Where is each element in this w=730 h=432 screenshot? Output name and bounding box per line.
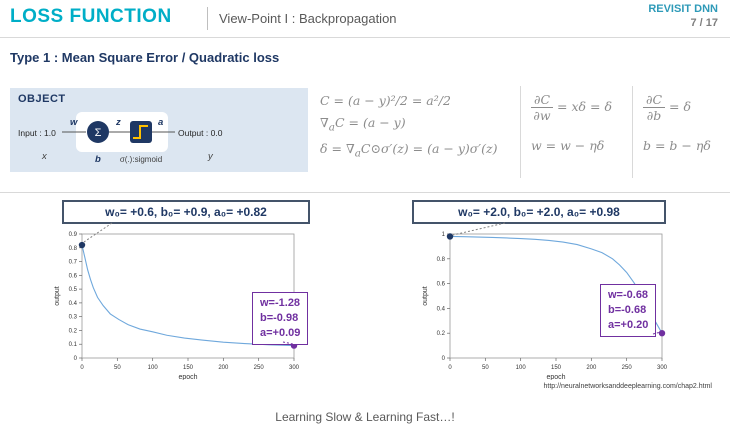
output-var-label: y — [207, 151, 214, 162]
page-number: 7 / 17 — [690, 17, 718, 29]
svg-text:300: 300 — [289, 365, 300, 371]
formula-w-update: w = w − ηδ — [531, 138, 605, 154]
annotation-w: w=-0.68 — [608, 289, 649, 301]
header-rule — [0, 37, 730, 38]
step-function-icon — [133, 125, 148, 139]
sum-symbol: Σ — [95, 127, 102, 139]
svg-text:50: 50 — [482, 365, 489, 371]
input-var-label: x — [41, 151, 48, 162]
annotation-w: w=-1.28 — [260, 297, 301, 309]
svg-text:150: 150 — [183, 365, 194, 371]
brand-label: REVISIT DNN — [648, 3, 718, 15]
svg-text:0.5: 0.5 — [69, 287, 78, 293]
svg-text:250: 250 — [254, 365, 265, 371]
svg-text:200: 200 — [586, 365, 597, 371]
charts-area: w₀= +0.6, b₀= +0.9, a₀= +0.82 w₀= +2.0, … — [0, 196, 730, 408]
weight-label: w — [70, 117, 78, 128]
sigmoid-label: σ(.):sigmoid — [120, 155, 162, 164]
preactivation-label: z — [115, 117, 121, 128]
svg-text:0: 0 — [80, 365, 84, 371]
svg-text:300: 300 — [657, 365, 668, 371]
formula-delta: δ = ∇aC⊙σ′(z) = (a − y)σ′(z) — [320, 140, 498, 160]
svg-text:epoch: epoch — [178, 374, 197, 380]
svg-text:0.4: 0.4 — [437, 306, 446, 312]
input-label: Input : 1.0 — [18, 128, 56, 138]
svg-text:epoch: epoch — [546, 374, 565, 380]
svg-text:output: output — [54, 286, 61, 306]
svg-text:0.7: 0.7 — [69, 260, 78, 266]
svg-text:0.9: 0.9 — [69, 232, 78, 238]
object-panel: OBJECT Input : 1.0 w Σ z a Output : 0.0 … — [10, 88, 308, 172]
formula-col-cost: C = (a − y)²/2 = a²/2 ∇aC = (a − y) δ = … — [314, 86, 520, 178]
svg-text:250: 250 — [622, 365, 633, 371]
svg-text:0.4: 0.4 — [69, 301, 78, 307]
annotation-a: a=+0.20 — [608, 318, 649, 331]
annotation-a: a=+0.09 — [260, 326, 301, 339]
formula-dcdb: ∂C ∂b = δ — [643, 93, 720, 122]
svg-text:100: 100 — [148, 365, 159, 371]
section-heading: Type 1 : Mean Square Error / Quadratic l… — [10, 50, 280, 65]
svg-text:1: 1 — [442, 232, 446, 238]
svg-text:200: 200 — [218, 365, 229, 371]
formula-cost: C = (a − y)²/2 = a²/2 — [320, 93, 451, 108]
svg-text:0: 0 — [442, 356, 446, 362]
section-rule — [0, 192, 730, 193]
svg-text:0: 0 — [448, 365, 452, 371]
svg-text:0.3: 0.3 — [69, 315, 78, 321]
source-url-link[interactable]: http://neuralnetworksanddeeplearning.com… — [543, 383, 713, 390]
svg-text:150: 150 — [551, 365, 562, 371]
page-subtitle: View-Point I : Backpropagation — [219, 11, 397, 26]
svg-text:50: 50 — [114, 365, 121, 371]
formula-col-bias: ∂C ∂b = δ b = b − ηδ — [632, 86, 730, 178]
annotation-b: b=-0.98 — [260, 311, 299, 324]
header-divider — [207, 7, 208, 30]
chart-left-initials-label: w₀= +0.6, b₀= +0.9, a₀= +0.82 — [62, 200, 310, 224]
chart-right-final-values: w=-0.68 b=-0.68 a=+0.20 — [600, 284, 657, 337]
svg-text:0.6: 0.6 — [437, 282, 446, 288]
svg-text:0.8: 0.8 — [437, 257, 446, 263]
footer-caption: Learning Slow & Learning Fast…! — [275, 410, 455, 424]
svg-text:output: output — [422, 286, 429, 306]
svg-text:0.8: 0.8 — [69, 246, 78, 252]
chart-right-initials-label: w₀= +2.0, b₀= +2.0, a₀= +0.98 — [412, 200, 666, 224]
activation-label: a — [158, 117, 163, 128]
neuron-diagram: Input : 1.0 w Σ z a Output : 0.0 x b σ(.… — [18, 112, 223, 165]
object-panel-title: OBJECT — [18, 93, 66, 105]
svg-text:0.6: 0.6 — [69, 273, 78, 279]
formula-gradient: ∇aC = (a − y) — [320, 115, 406, 134]
sum-node — [87, 121, 109, 143]
page-title: LOSS FUNCTION — [10, 6, 172, 27]
formula-block: C = (a − y)²/2 = a²/2 ∇aC = (a − y) δ = … — [314, 86, 730, 178]
svg-text:100: 100 — [516, 365, 527, 371]
formula-b-update: b = b − ηδ — [643, 138, 711, 154]
output-label: Output : 0.0 — [178, 128, 223, 138]
annotation-b: b=-0.68 — [608, 303, 647, 316]
formula-dcdw: ∂C ∂w = xδ = δ — [531, 93, 622, 122]
svg-text:0.2: 0.2 — [437, 331, 446, 337]
svg-text:0: 0 — [74, 356, 78, 362]
formula-col-weight: ∂C ∂w = xδ = δ w = w − ηδ — [520, 86, 632, 178]
svg-text:0.2: 0.2 — [69, 328, 78, 334]
chart-left-final-values: w=-1.28 b=-0.98 a=+0.09 — [252, 292, 309, 345]
bias-label: b — [95, 154, 101, 165]
svg-text:0.1: 0.1 — [69, 342, 78, 348]
